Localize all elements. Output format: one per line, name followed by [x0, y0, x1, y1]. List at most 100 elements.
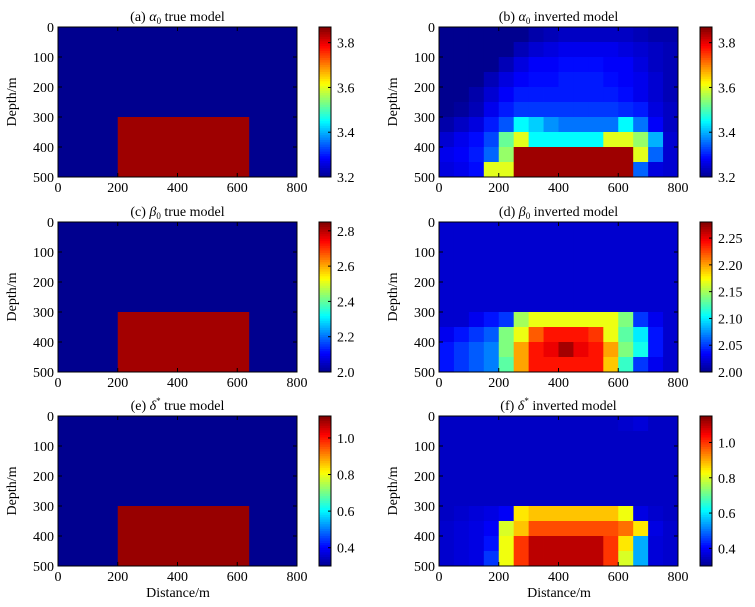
colorbar: 0.4 0.6 0.8 1.0 [699, 415, 736, 567]
colorbar-tick-label: 1.0 [337, 432, 355, 447]
colorbar-segment [700, 155, 712, 159]
heatmap-cell [648, 87, 664, 103]
colorbar-segment [319, 273, 331, 277]
heatmap-cell [439, 551, 455, 567]
heatmap-cell [453, 357, 470, 373]
colorbar-segment [700, 268, 712, 272]
colorbar-segment [700, 59, 712, 63]
heatmap-cell [573, 327, 589, 343]
colorbar-segment [319, 535, 331, 539]
heatmap-cell [498, 132, 515, 148]
y-tick-label: 500 [33, 366, 54, 381]
colorbar-segment [319, 350, 331, 354]
colorbar-segment [319, 153, 331, 157]
colorbar-segment [700, 250, 712, 253]
heatmap-cell [573, 297, 589, 313]
colorbar-segment [319, 299, 331, 303]
colorbar-segment [319, 327, 331, 331]
colorbar-segment [700, 476, 712, 480]
heatmap-cell [439, 102, 455, 118]
y-tick-label: 0 [428, 21, 435, 36]
heatmap-cell [663, 72, 679, 88]
heatmap-cell [543, 446, 559, 462]
y-tick-label: 400 [33, 530, 54, 545]
heatmap-cell [483, 102, 500, 118]
heatmap-cell [513, 297, 530, 313]
heatmap-cell [603, 42, 619, 58]
colorbar-tick-label: 0.8 [718, 472, 736, 487]
colorbar-segment [700, 118, 712, 122]
heatmap-cell [528, 297, 544, 313]
x-tick-label: 600 [608, 376, 629, 391]
colorbar-segment [319, 418, 331, 422]
heatmap-cell [588, 446, 604, 462]
y-tick-label: 200 [414, 276, 435, 291]
colorbar-segment [700, 292, 712, 296]
heatmap-cell [468, 42, 485, 58]
heatmap-cell [528, 267, 544, 283]
colorbar-segment [319, 467, 331, 471]
heatmap-cell [439, 297, 455, 313]
colorbar-segment [319, 537, 331, 541]
colorbar-frame [699, 26, 713, 178]
heatmap-cell [648, 297, 664, 313]
colorbar-segment [700, 97, 712, 101]
heatmap-cell [648, 521, 664, 537]
colorbar-segment [700, 66, 712, 70]
colorbar-segment [319, 362, 331, 366]
heatmap-cell [468, 521, 485, 537]
heatmap-cell [558, 297, 574, 313]
heatmap-cell [453, 342, 470, 358]
colorbar-segment [319, 90, 331, 94]
colorbar-segment [319, 455, 331, 459]
y-tick-label: 100 [33, 440, 54, 455]
colorbar-segment [700, 420, 712, 424]
heatmap-cell [513, 327, 530, 343]
colorbar-segment [319, 294, 331, 298]
heatmap-cell [618, 267, 634, 283]
anomaly-block [117, 312, 250, 372]
colorbar-segment [319, 512, 331, 515]
heatmap-cell [483, 162, 500, 178]
heatmap-cell [439, 431, 455, 447]
colorbar-segment [700, 52, 712, 56]
heatmap-cell [663, 536, 679, 552]
x-axis-label-right: Distance/m [527, 586, 591, 601]
heatmap-cell [633, 267, 649, 283]
colorbar-segment [319, 285, 331, 289]
colorbar-segment [700, 69, 712, 72]
colorbar-segment [700, 563, 712, 567]
colorbar-tick-label: 2.20 [718, 259, 743, 274]
heatmap-cell [618, 72, 634, 88]
heatmap-cell [588, 162, 604, 178]
colorbar-tick-label: 2.8 [337, 225, 355, 240]
colorbar-segment [700, 139, 712, 143]
colorbar-segment [700, 172, 712, 176]
heatmap-cell [573, 162, 589, 178]
colorbar-tick-label: 0.4 [337, 542, 355, 557]
heatmap-cell [513, 491, 530, 507]
heatmap-cell [633, 222, 649, 238]
colorbar-segment [700, 106, 712, 110]
colorbar-segment [319, 104, 331, 108]
heatmap-cell [558, 416, 574, 432]
colorbar-segment [700, 158, 712, 161]
x-tick-label: 400 [167, 181, 188, 196]
heatmap-cell [483, 237, 500, 253]
heatmap-cell [573, 102, 589, 118]
heatmap-cell [663, 297, 679, 313]
y-tick-label: 100 [414, 51, 435, 66]
colorbar-segment [700, 285, 712, 289]
heatmap-cell [543, 27, 559, 43]
colorbar-segment [319, 62, 331, 65]
heatmap-cell [558, 252, 574, 268]
colorbar: 2.00 2.05 2.10 2.15 2.20 2.25 [699, 221, 743, 381]
heatmap-cell [483, 357, 500, 373]
heatmap-cell [663, 461, 679, 477]
heatmap-cell [648, 357, 664, 373]
colorbar-segment [700, 243, 712, 246]
colorbar-segment [700, 222, 712, 225]
colorbar-segment [319, 247, 331, 251]
colorbar-segment [319, 43, 331, 47]
heatmap-cell [558, 222, 574, 238]
